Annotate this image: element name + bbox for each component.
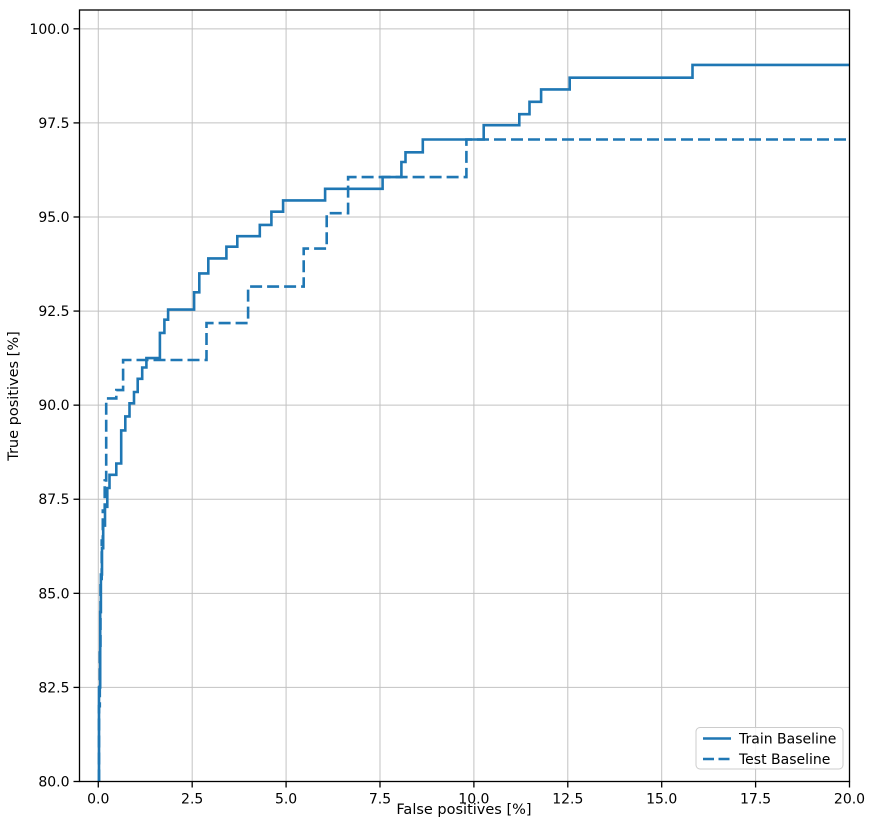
y-tick-label: 92.5 — [38, 304, 69, 320]
x-tick-label: 20.0 — [834, 792, 865, 808]
y-tick-label: 90.0 — [38, 398, 69, 414]
x-tick-label: 12.5 — [552, 792, 583, 808]
x-axis-label: False positives [%] — [396, 802, 531, 818]
test-baseline-line — [97, 138, 850, 782]
y-tick-label: 97.5 — [38, 116, 69, 132]
x-tick-label: 2.5 — [181, 792, 203, 808]
x-tick-label: 17.5 — [740, 792, 771, 808]
y-tick-label: 80.0 — [38, 775, 69, 791]
y-tick-label: 82.5 — [38, 680, 69, 696]
legend: Train Baseline Test Baseline — [695, 727, 844, 770]
y-tick-label: 87.5 — [38, 492, 69, 508]
grid-layer — [79, 10, 850, 782]
legend-label-test: Test Baseline — [738, 752, 830, 768]
y-axis-label: True positives [%] — [6, 331, 22, 462]
legend-label-train: Train Baseline — [738, 732, 836, 748]
series-layer — [97, 63, 850, 782]
x-tick-label: 15.0 — [646, 792, 677, 808]
plot-border — [78, 9, 851, 783]
train-baseline-line — [97, 63, 850, 782]
x-tick-label: 0.0 — [87, 792, 109, 808]
legend-box — [695, 727, 844, 770]
y-tick-label: 85.0 — [38, 586, 69, 602]
y-tick-label: 100.0 — [29, 22, 69, 38]
x-tick-label: 10.0 — [458, 792, 489, 808]
x-tick-label: 5.0 — [275, 792, 297, 808]
axes-layer: 0.0 2.5 5.0 7.5 10.0 12.5 15.0 17.5 20.0 80.0 82.5… — [29, 9, 865, 808]
y-tick-label: 95.0 — [38, 210, 69, 226]
x-tick-label: 7.5 — [369, 792, 391, 808]
